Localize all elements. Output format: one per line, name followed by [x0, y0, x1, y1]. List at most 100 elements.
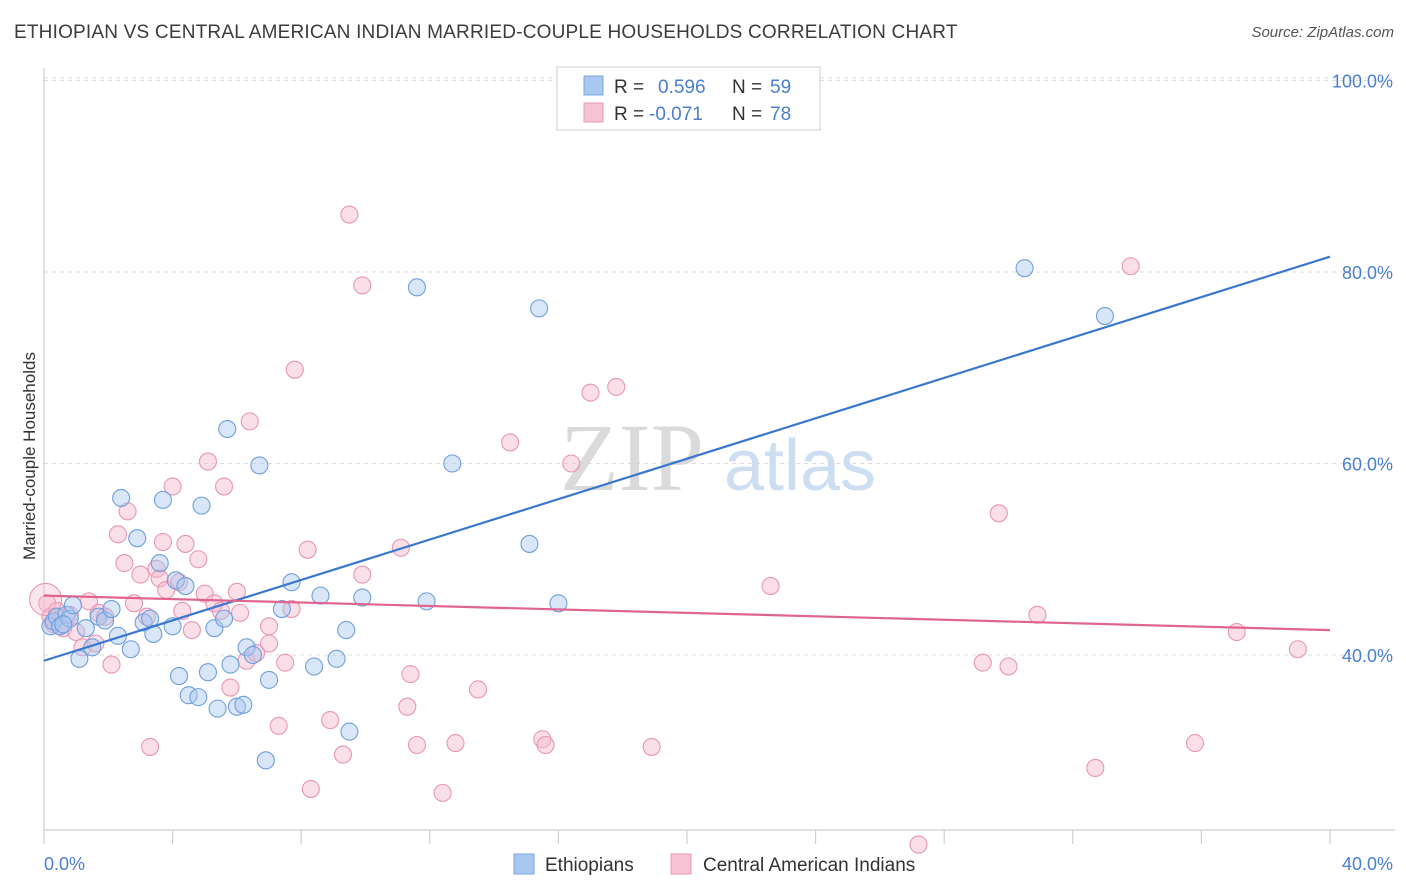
data-point-pink	[115, 554, 134, 573]
x-tick-labels: 0.0% 40.0%	[44, 854, 1393, 874]
data-point-pink	[182, 621, 201, 640]
data-point-pink	[102, 655, 121, 674]
data-point-blue	[327, 649, 346, 668]
data-point-blue	[76, 619, 95, 638]
gridlines	[44, 77, 1395, 656]
bottom-legend-label-pink: Central American Indians	[703, 855, 915, 876]
x-tick-label: 40.0%	[1342, 854, 1393, 874]
data-point-pink	[501, 433, 520, 452]
data-point-pink	[1227, 622, 1246, 642]
data-point-pink	[198, 452, 218, 471]
data-point-pink	[353, 565, 372, 584]
trend-line-pink	[43, 594, 1331, 632]
legend-swatch-pink	[583, 102, 604, 123]
x-tick-label: 0.0%	[44, 854, 85, 874]
data-point-blue	[96, 611, 115, 630]
data-point-pink	[340, 205, 359, 224]
data-point-blue	[189, 688, 208, 707]
axes	[43, 68, 1395, 844]
watermark: ZIP atlas	[560, 404, 876, 511]
legend-n-value-blue: 59	[770, 77, 791, 98]
data-point-pink	[398, 697, 417, 716]
data-point-blue	[51, 617, 70, 636]
data-point-blue	[121, 640, 140, 659]
data-point-blue	[340, 722, 359, 741]
data-point-pink	[1086, 758, 1105, 778]
data-point-blue	[272, 599, 291, 619]
data-point-blue	[218, 419, 237, 439]
data-point-pink	[642, 737, 661, 756]
legend-n-label-blue: N =	[732, 77, 762, 98]
data-point-pink	[221, 678, 240, 697]
legend-r-value-pink: -0.071	[649, 104, 703, 125]
data-point-blue	[205, 619, 224, 638]
data-point-pink	[909, 835, 928, 854]
data-point-pink	[1028, 605, 1047, 624]
watermark-atlas: atlas	[724, 426, 876, 506]
data-point-blue	[169, 667, 189, 686]
data-point-pink	[1185, 734, 1205, 753]
data-point-blue	[1095, 306, 1114, 326]
data-point-pink	[433, 783, 452, 802]
data-point-pink	[353, 276, 372, 295]
data-point-pink	[999, 657, 1018, 676]
data-point-pink	[195, 584, 214, 603]
data-point-pink	[150, 569, 169, 588]
data-point-pink	[153, 532, 173, 552]
trend-lines	[43, 255, 1331, 662]
data-point-pink	[989, 504, 1008, 523]
chart-source: Source: ZipAtlas.com	[1251, 24, 1394, 41]
data-point-blue	[234, 695, 253, 714]
data-point-blue	[311, 586, 330, 605]
data-point-pink	[401, 665, 420, 684]
data-point-blue	[237, 638, 256, 657]
data-point-blue	[353, 588, 372, 607]
bottom-legend-swatch-blue	[513, 853, 535, 875]
data-point-pink	[1121, 257, 1140, 276]
y-tick-label: 100.0%	[1332, 72, 1393, 92]
legend-n-value-pink: 78	[770, 104, 791, 125]
data-point-pink	[147, 559, 166, 578]
data-point-pink	[276, 653, 295, 672]
data-point-blue	[227, 697, 246, 716]
y-tick-labels: 40.0% 60.0% 80.0% 100.0%	[1332, 72, 1393, 667]
data-point-blue	[259, 670, 279, 689]
top-legend: R = 0.596 N = 59 R = -0.071 N = 78	[556, 66, 821, 131]
data-point-blue	[337, 621, 356, 640]
data-point-blue	[443, 454, 462, 473]
data-point-pink	[301, 779, 320, 799]
data-point-pink	[108, 525, 127, 544]
data-point-pink	[259, 617, 279, 636]
data-point-pink	[1288, 640, 1307, 659]
data-point-blue	[63, 596, 82, 615]
data-point-blue	[214, 609, 234, 628]
data-point-pink	[131, 565, 150, 584]
data-point-pink	[446, 734, 465, 753]
data-point-blue	[1015, 259, 1034, 278]
data-point-blue	[417, 592, 436, 611]
points-pink	[29, 205, 1307, 854]
legend-r-label-blue: R =	[614, 77, 644, 98]
data-point-pink	[247, 644, 266, 663]
chart-title: ETHIOPIAN VS CENTRAL AMERICAN INDIAN MAR…	[14, 22, 958, 43]
data-point-pink	[285, 360, 304, 379]
data-point-blue	[54, 615, 73, 634]
data-point-pink	[536, 735, 555, 755]
data-point-pink	[607, 377, 626, 396]
data-point-pink	[240, 412, 259, 431]
bottom-legend: Ethiopians Central American Indians	[513, 853, 915, 876]
data-point-pink	[581, 383, 600, 402]
data-point-blue	[256, 751, 275, 770]
data-point-blue	[153, 490, 173, 509]
trend-line-blue	[43, 255, 1331, 662]
y-axis-title: Married-couple Households	[20, 352, 39, 560]
data-point-pink	[176, 534, 195, 553]
y-tick-label: 60.0%	[1342, 455, 1393, 475]
data-point-pink	[468, 680, 488, 699]
legend-swatch-blue	[583, 75, 604, 96]
bottom-legend-label-blue: Ethiopians	[545, 855, 634, 876]
data-point-blue	[128, 529, 147, 548]
data-point-pink	[96, 607, 115, 626]
data-point-blue	[150, 554, 169, 573]
